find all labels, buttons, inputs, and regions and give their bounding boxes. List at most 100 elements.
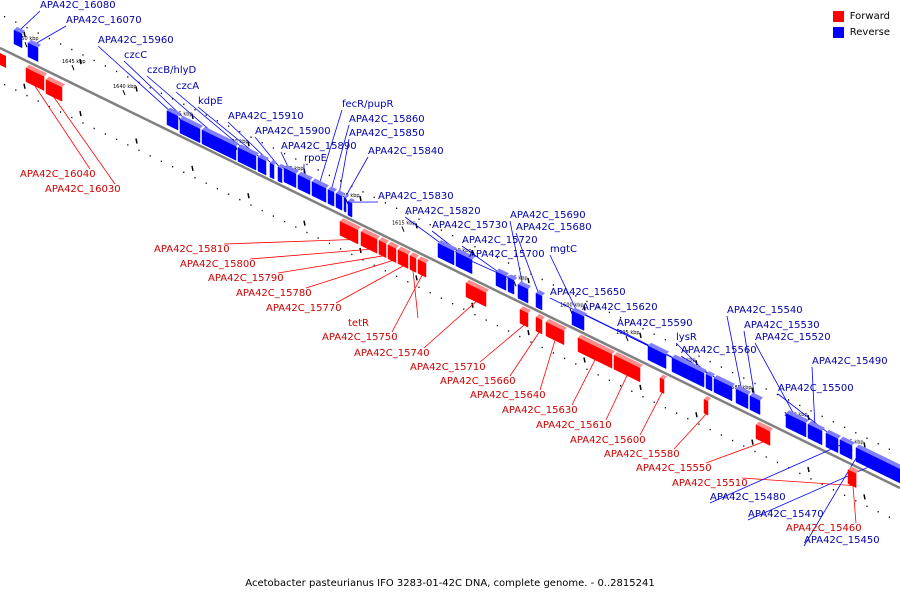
gene-label: APA42C_15730 [432,220,508,231]
guide-dot [541,346,543,349]
gene-features [0,26,900,488]
guide-dot [104,133,106,135]
guide-dot [396,207,398,209]
genome-caption: Acetobacter pasteurianus IFO 3283-01-42C… [245,578,655,589]
guide-dot [765,388,767,390]
gene-label: mgtC [550,244,577,255]
gene-block [397,249,409,269]
gene-label: APA42C_15770 [266,303,342,314]
guide-dot [463,308,465,310]
guide-dot [799,404,801,407]
guide-dot [71,116,73,119]
gene-block-top [167,107,181,117]
gene-label: APA42C_15840 [368,146,444,157]
guide-dot [586,368,588,371]
genome-axis [0,46,900,490]
label-leader-line [17,10,41,33]
label-leader-line [305,260,393,289]
gene-block-top [496,268,509,277]
guide-dot [452,234,454,237]
legend-reverse-label: Reverse [849,26,890,38]
kbp-tick-label: 1640 kbp [113,84,137,90]
guide-dot [48,37,50,40]
gene-block [201,129,237,161]
gene-label: czcB/hlyD [147,65,197,76]
guide-dot [172,98,174,100]
gene-block-top [361,228,380,240]
guide-dot [172,166,174,168]
gene-label: kdpE [198,96,223,107]
label-leader-line [747,460,884,521]
guide-dot [776,393,778,396]
guide-dot [4,83,6,86]
guide-dot [418,218,420,220]
guide-dot [653,401,655,403]
gene-block-top [706,371,715,378]
guide-dot [564,357,566,360]
guide-tick [639,384,642,391]
gene-labels: APA42C_16080 APA42C_16070 APA42C_16040 APA4… [20,0,888,546]
gene-block-top [840,436,855,446]
guide-dot [888,516,890,518]
label-leader-line [509,220,524,287]
guide-dot [765,456,767,458]
gene-label: APA42C_15620 [582,302,658,313]
gene-block-top [736,385,751,395]
gene-block [269,162,275,180]
guide-dot [261,209,263,212]
guide-dot [866,505,868,507]
gene-label: APA42C_15910 [228,111,304,122]
kbp-tick-mark [569,308,573,314]
gene-block [437,242,455,266]
guide-dot [306,231,308,234]
guide-dot [440,297,442,299]
guide-dot [754,382,756,385]
gene-block-top [312,178,329,189]
gene-block-top [850,467,859,474]
guide-dot [93,127,95,130]
gene-label: APA42C_15600 [570,435,646,446]
gene-block-top [866,449,900,469]
gene-label: APA42C_15800 [180,259,256,270]
guide-dot [160,92,162,95]
guide-dot [653,333,655,335]
legend-reverse: Reverse [832,24,890,40]
guide-dot [575,295,577,297]
gene-block [685,363,705,388]
gene-block-top [546,318,567,331]
guide-dot [855,500,857,502]
guide-dot [844,494,846,497]
forward-swatch [832,10,844,22]
guide-dot [620,317,622,319]
guide-dot [687,417,689,420]
gene-label: APA42C_15740 [354,348,430,359]
guide-dot [138,149,140,152]
gene-block-top [202,126,239,147]
guide-dot [328,174,330,177]
kbp-tick-label: 1600 kbp [560,303,584,309]
guide-tick [79,58,82,65]
guide-dot [608,311,610,314]
gene-block-top [466,279,489,293]
kbp-tick-label: 1595 kbp [616,330,640,336]
gene-label: fecR/pupR [342,99,394,110]
gene-block-top [808,421,825,431]
gene-label: APA42C_15580 [604,449,680,460]
gene-label: lysR [676,332,697,343]
label-leader-line [726,315,743,392]
guide-dot [709,428,711,431]
label-leader-line [34,85,91,170]
guide-dot [48,105,50,108]
gene-label: APA42C_15640 [470,390,546,401]
guide-dot [552,284,554,286]
gene-label: APA42C_15750 [322,332,398,343]
gene-label: APA42C_15500 [778,383,854,394]
guide-tick [583,357,586,363]
guide-dot [664,339,666,341]
gene-label: APA42C_15460 [786,523,862,534]
gene-block [705,373,713,392]
gene-block-top [508,274,517,281]
gene-block-top [614,352,643,368]
gene-block [855,447,867,467]
guide-tick [135,138,138,144]
